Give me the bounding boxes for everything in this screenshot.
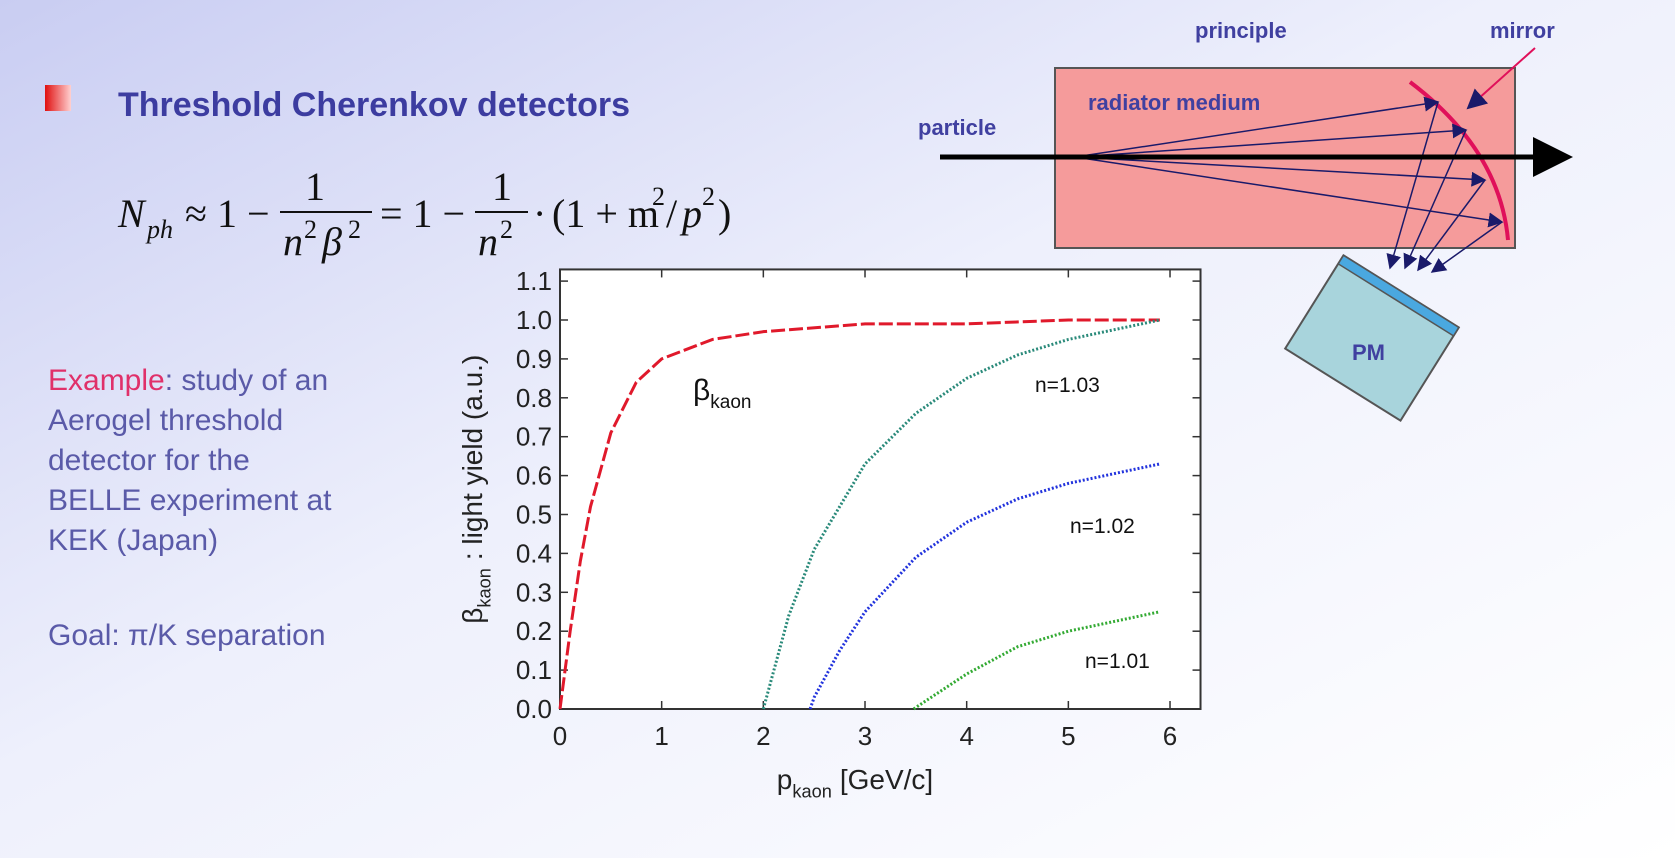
- series-label-main: β: [693, 374, 710, 407]
- axis-label-sub: kaon: [474, 568, 494, 607]
- series-line: [761, 318, 1161, 710]
- x-tick-label: 1: [654, 721, 668, 751]
- example-line: detector for the: [48, 444, 250, 477]
- ray: [1417, 179, 1486, 272]
- medium-label: radiator medium: [1088, 90, 1260, 115]
- y-tick-label: 0.1: [516, 655, 552, 685]
- series-label: n=1.03: [1035, 374, 1100, 397]
- formula-part: = 1 −: [380, 191, 465, 236]
- bullet: [45, 85, 71, 111]
- series-line: [912, 610, 1161, 711]
- ray: [1074, 96, 1440, 158]
- formula-part: ): [718, 191, 731, 236]
- y-tick-label: 0.0: [516, 694, 552, 724]
- example-line: Example: study of an: [48, 364, 328, 397]
- formula-part: 2: [500, 215, 513, 244]
- series-label-sub: kaon: [710, 392, 751, 413]
- formula-part: 2: [652, 182, 665, 211]
- example-line: BELLE experiment at: [48, 484, 332, 517]
- y-tick-label: 1.1: [516, 266, 552, 296]
- axis-label: pkaon [GeV/c]: [777, 764, 933, 801]
- axis-label-suffix: [GeV/c]: [840, 764, 933, 795]
- series-label: n=1.02: [1070, 515, 1135, 538]
- formula-part: N: [117, 191, 147, 236]
- y-tick-label: 0.2: [516, 616, 552, 646]
- formula-part: p: [679, 191, 702, 236]
- formula-part: 1: [492, 164, 512, 209]
- ray: [1403, 129, 1467, 270]
- annotation-bg: [1064, 509, 1160, 543]
- pm: [1283, 253, 1461, 423]
- y-tick-label: 0.5: [516, 500, 552, 530]
- formula-part: ph: [145, 215, 173, 244]
- series-label: βkaon: [693, 374, 751, 413]
- x-tick-label: 2: [756, 721, 770, 751]
- formula-part: 1: [305, 164, 325, 209]
- ray: [1386, 101, 1439, 270]
- example-line: KEK (Japan): [48, 524, 218, 557]
- x-tick-label: 6: [1163, 721, 1177, 751]
- light-rays: [1074, 96, 1504, 273]
- series-line: [558, 318, 1160, 710]
- axis-label-suffix: : light yield (a.u.): [457, 355, 488, 560]
- formula-part: β: [321, 219, 342, 264]
- particle-label: particle: [918, 115, 996, 140]
- x-tick-label: 0: [553, 721, 567, 751]
- annotation-bg: [1079, 644, 1175, 678]
- formula-part: 2: [348, 215, 361, 244]
- chart: 0.0 0.1 0.2 0.3 0.4 0.5 0.6 0.7 0.8 0.9 1.0 1.1 0 1 2 3…: [457, 266, 1202, 801]
- y-tick-label: 1.0: [516, 305, 552, 335]
- formula-part: n: [478, 219, 498, 264]
- diagram-title: principle: [1195, 18, 1287, 43]
- formula-part: ·: [533, 191, 546, 236]
- x-tick-label: 4: [959, 721, 973, 751]
- example-line: Aerogel threshold: [48, 404, 283, 437]
- formula-part: /: [666, 191, 678, 236]
- y-tick-label: 0.7: [516, 422, 552, 452]
- formula-part: 2: [702, 182, 715, 211]
- formula-part: (1 + m: [552, 191, 659, 236]
- example-label: Example: [48, 364, 165, 397]
- axis-label-main: β: [457, 608, 488, 624]
- diagram: principle mirror radiator medium particl…: [918, 18, 1573, 423]
- annotation-bg: [685, 366, 785, 414]
- plot-area: [559, 268, 1202, 710]
- mirror-label: mirror: [1490, 18, 1555, 43]
- formula-part: 2: [304, 215, 317, 244]
- axis-label-main: p: [777, 764, 793, 795]
- annotation-bg: [1029, 368, 1125, 402]
- y-tick-label: 0.8: [516, 383, 552, 413]
- x-tick-label: 3: [858, 721, 872, 751]
- y-tick-label: 0.6: [516, 461, 552, 491]
- formula: N ph ≈ 1 − 1 n 2 β 2 = 1 − 1 n 2 · (1 + …: [117, 164, 731, 264]
- axis-label-sub: kaon: [792, 781, 831, 801]
- ray: [1430, 221, 1503, 273]
- axis-label: βkaon : light yield (a.u.): [457, 355, 494, 624]
- formula-part: n: [283, 219, 303, 264]
- pm-label: PM: [1352, 340, 1385, 365]
- mirror-pointer: [1466, 47, 1536, 110]
- y-tick-label: 0.4: [516, 538, 552, 568]
- y-tick-label: 0.9: [516, 344, 552, 374]
- ray: [1074, 123, 1468, 158]
- slide-title: Threshold Cherenkov detectors: [118, 86, 630, 124]
- pm-window: [1337, 254, 1460, 337]
- series-label: n=1.01: [1085, 650, 1150, 673]
- formula-part: ≈ 1 −: [185, 191, 270, 236]
- example-text: : study of an: [165, 364, 328, 397]
- goal-text: Goal: π/K separation: [48, 619, 326, 652]
- x-tick-label: 5: [1061, 721, 1075, 751]
- y-tick-label: 0.3: [516, 577, 552, 607]
